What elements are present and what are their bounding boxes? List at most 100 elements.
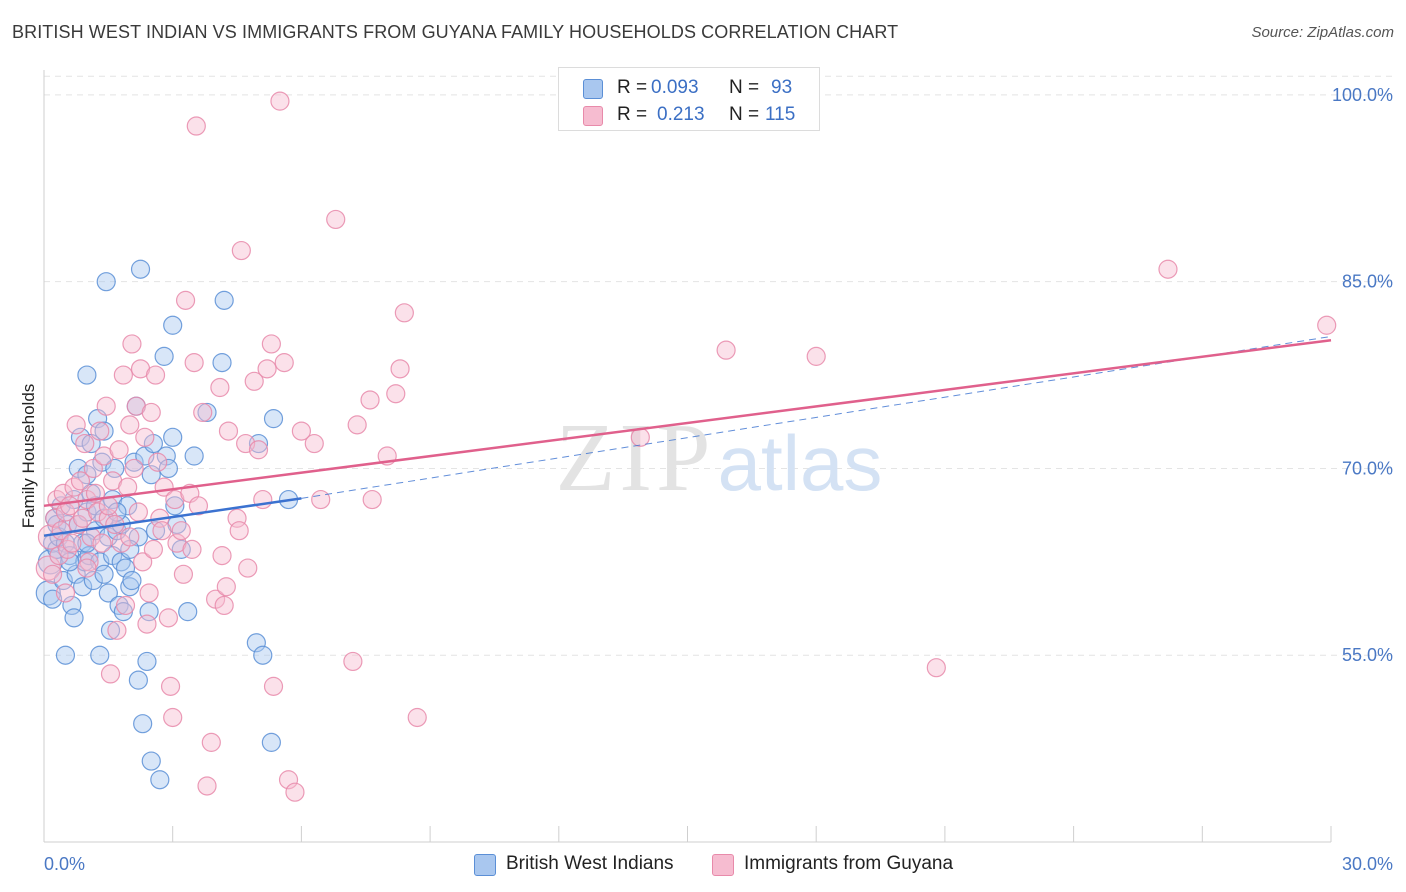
bwi-point-73 [165, 496, 185, 516]
axes [43, 70, 1332, 843]
correlation-legend: R = 0.093 N = 93 R = 0.213 N = 115 [558, 67, 820, 131]
guyana-point-112 [77, 558, 97, 578]
guyana-point-114 [120, 527, 140, 547]
bwi-point-81 [246, 633, 266, 653]
guyana-point-69 [197, 776, 217, 796]
guyana-point-83 [248, 440, 269, 460]
guyana-point-108 [926, 658, 946, 678]
bwi-point-80 [214, 290, 234, 310]
trend-line-pink [43, 338, 1332, 508]
guyana-point-24 [90, 421, 110, 441]
series-immigrants-from-guyana [35, 91, 1337, 802]
guyana-point-32 [107, 620, 127, 640]
guyana-point-74 [214, 595, 234, 616]
guyana-point-89 [274, 353, 294, 373]
y-tick-label-100: 100.0% [1332, 85, 1393, 105]
guyana-point-93 [304, 433, 324, 454]
guyana-point-48 [141, 402, 161, 423]
guyana-point-3 [45, 508, 65, 528]
bwi-point-0 [35, 580, 61, 606]
guyana-point-103 [394, 303, 414, 323]
bwi-point-90 [94, 564, 114, 584]
guyana-point-60 [171, 521, 191, 541]
guyana-point-82 [244, 371, 264, 391]
guyana-point-0 [35, 555, 61, 581]
bwi-point-85 [263, 409, 284, 429]
guyana-point-38 [120, 415, 140, 435]
series-swatch-pink [712, 854, 734, 876]
legend-swatch-pink [583, 106, 603, 126]
bwi-point-29 [83, 570, 103, 591]
bwi-point-78 [197, 402, 217, 423]
guyana-point-110 [1317, 315, 1337, 335]
guyana-point-40 [124, 458, 144, 479]
guyana-point-35 [113, 365, 133, 385]
trend-lines [43, 335, 1332, 537]
guyana-point-66 [186, 116, 206, 136]
guyana-point-99 [362, 489, 382, 510]
bwi-point-58 [130, 259, 151, 279]
chart-title: BRITISH WEST INDIAN VS IMMIGRANTS FROM G… [12, 22, 899, 42]
guyana-point-33 [109, 440, 129, 460]
bwi-point-71 [163, 427, 183, 447]
guyana-point-102 [390, 359, 410, 379]
series-legend: British West Indians Immigrants from Guy… [0, 852, 1406, 878]
guyana-point-106 [716, 340, 736, 360]
guyana-point-17 [75, 433, 95, 454]
y-tick-label-70: 70.0% [1342, 458, 1393, 478]
guyana-point-46 [137, 614, 157, 634]
legend-n-label-2: N = [729, 104, 760, 125]
x-tick-label-30: 30.0% [1342, 854, 1393, 874]
series-legend-label-pink: Immigrants from Guyana [744, 853, 954, 874]
guyana-point-111 [55, 583, 76, 603]
guyana-point-86 [261, 334, 281, 354]
guyana-point-94 [311, 489, 331, 510]
guyana-point-104 [407, 707, 427, 728]
bwi-point-44 [105, 458, 125, 479]
bwi-point-72 [163, 315, 183, 335]
guyana-point-23 [88, 502, 108, 522]
bwi-point-13 [62, 595, 82, 616]
legend-r-value-1: 0.093 [651, 77, 699, 98]
guyana-point-2 [42, 564, 63, 584]
guyana-point-67 [188, 496, 209, 516]
bwi-point-53 [122, 570, 142, 591]
bwi-point-83 [253, 645, 273, 665]
guyana-point-107 [806, 346, 826, 366]
trend-line-blue [43, 497, 302, 537]
bwi-point-38 [96, 272, 116, 292]
guyana-point-55 [158, 608, 179, 628]
guyana-point-87 [263, 676, 284, 696]
guyana-point-85 [257, 359, 277, 379]
legend-n-label-1: N = [729, 77, 760, 98]
guyana-point-44 [133, 552, 153, 572]
bwi-point-15 [64, 608, 84, 628]
guyana-point-79 [231, 240, 251, 261]
series-swatch-blue [474, 854, 496, 876]
bwi-point-84 [261, 732, 281, 752]
guyana-point-13 [66, 415, 86, 435]
guyana-point-53 [152, 521, 172, 541]
legend-n-value-2: 115 [765, 104, 796, 125]
bwi-point-57 [128, 670, 148, 690]
bwi-point-34 [90, 645, 110, 665]
guyana-point-90 [278, 770, 299, 790]
guyana-point-81 [238, 558, 258, 578]
bwi-point-26 [79, 546, 99, 566]
watermark-atlas: atlas [718, 419, 883, 507]
guyana-point-98 [360, 390, 380, 410]
guyana-point-109 [1158, 259, 1178, 279]
guyana-point-68 [193, 402, 213, 423]
guyana-point-88 [270, 91, 290, 111]
guyana-point-21 [83, 458, 103, 479]
guyana-point-27 [96, 396, 116, 416]
bwi-point-51 [118, 496, 138, 516]
y-tick-labels: 55.0% 70.0% 85.0% 100.0% [1332, 85, 1393, 665]
guyana-point-47 [139, 583, 159, 603]
guyana-point-78 [229, 521, 249, 541]
guyana-point-15 [70, 471, 91, 491]
y-tick-label-55: 55.0% [1342, 645, 1393, 665]
watermark: ZIP atlas [556, 404, 883, 512]
guyana-point-49 [143, 539, 163, 559]
